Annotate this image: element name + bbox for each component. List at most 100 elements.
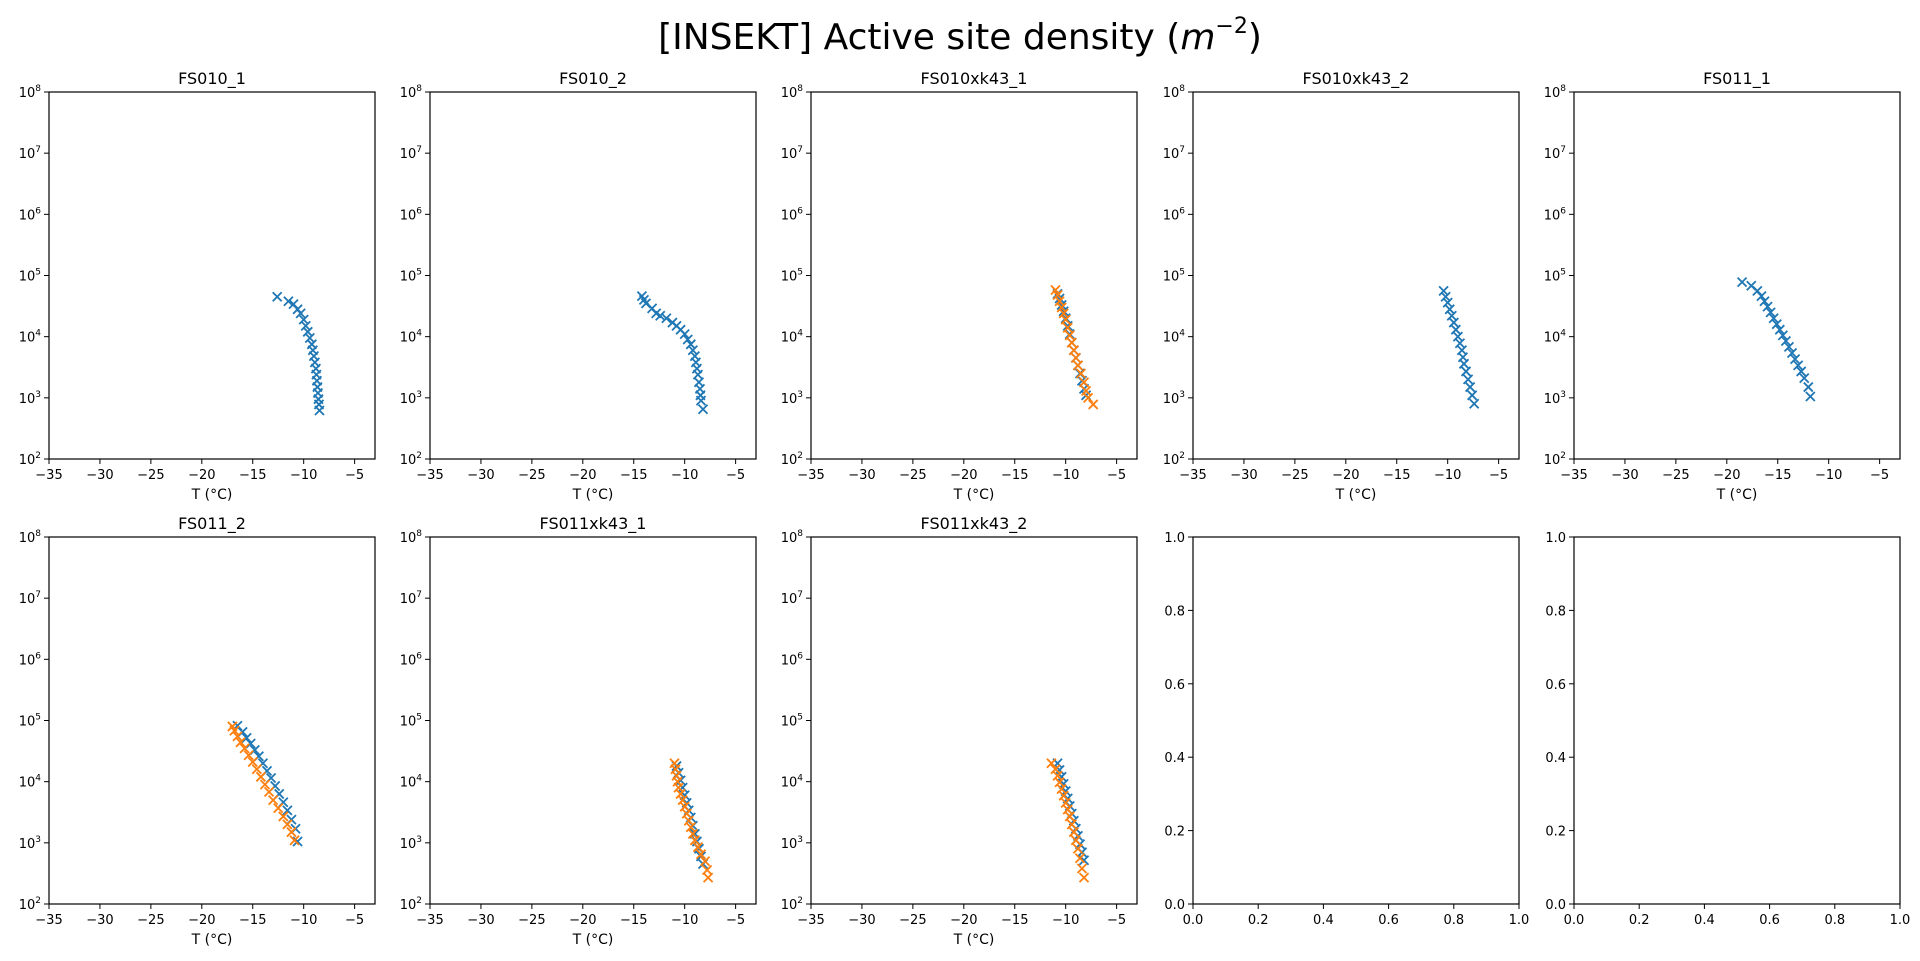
y-tick-label: 103 <box>19 835 41 852</box>
y-tick-label: 103 <box>781 390 803 407</box>
data-point <box>1062 320 1073 332</box>
x-tick-label: −35 <box>797 913 824 928</box>
y-tick-label: 108 <box>1163 84 1186 101</box>
y-tick-exponent: 3 <box>35 835 41 845</box>
data-point <box>1458 358 1470 369</box>
data-point <box>1803 381 1814 393</box>
data-point <box>1469 398 1480 409</box>
x-tick-label: −10 <box>1815 468 1842 483</box>
y-tick-exponent: 5 <box>797 268 803 278</box>
figure-title-suffix: ) <box>1247 17 1262 58</box>
y-tick-exponent: 7 <box>1560 145 1566 155</box>
data-point <box>304 332 315 344</box>
y-tick-exponent: 8 <box>797 529 803 539</box>
data-point <box>673 782 684 793</box>
data-point <box>232 731 243 742</box>
y-tick-exponent: 8 <box>797 84 803 94</box>
x-tick-label: 0.0 <box>1183 913 1204 928</box>
y-tick-label: 108 <box>1544 84 1567 101</box>
data-point <box>1442 297 1453 308</box>
data-point <box>1762 301 1773 312</box>
data-point <box>1070 835 1082 846</box>
data-point <box>247 756 258 768</box>
data-point <box>295 308 306 319</box>
y-tick-exponent: 8 <box>1179 84 1185 94</box>
y-tick-label: 107 <box>781 590 803 607</box>
x-tick-label: −10 <box>290 913 317 928</box>
data-point <box>1438 285 1449 297</box>
y-tick-exponent: 5 <box>797 713 803 723</box>
x-axis-label: T (°C) <box>1335 487 1377 503</box>
x-tick-label: 0.2 <box>1629 913 1650 928</box>
data-point <box>1062 804 1073 815</box>
data-point <box>1786 347 1798 359</box>
y-tick-label: 1.0 <box>1164 531 1185 546</box>
y-tick-label: 105 <box>1163 268 1185 285</box>
y-tick-label: 108 <box>19 84 42 101</box>
y-tick-exponent: 4 <box>797 329 803 339</box>
y-tick-exponent: 3 <box>35 390 41 400</box>
subplot-title: FS011_2 <box>178 514 246 534</box>
x-tick-label: −20 <box>569 913 596 928</box>
y-tick-exponent: 2 <box>797 451 803 461</box>
x-tick-label: 0.6 <box>1378 913 1399 928</box>
y-tick-exponent: 2 <box>1179 451 1185 461</box>
data-point <box>1060 314 1071 325</box>
y-tick-label: 0.8 <box>1164 604 1185 619</box>
x-tick-label: 0.2 <box>1248 913 1269 928</box>
x-tick-label: −20 <box>188 913 215 928</box>
data-point <box>1774 324 1785 335</box>
y-tick-label: 103 <box>1544 390 1566 407</box>
data-point <box>1064 330 1075 341</box>
y-tick-label: 108 <box>781 84 804 101</box>
y-tick-label: 104 <box>1163 329 1186 346</box>
y-tick-label: 107 <box>19 590 41 607</box>
y-tick-exponent: 5 <box>1560 268 1566 278</box>
y-tick-exponent: 2 <box>416 896 422 906</box>
y-tick-label: 104 <box>19 774 42 791</box>
x-tick-label: −30 <box>86 913 113 928</box>
data-point <box>1078 377 1090 388</box>
y-tick-exponent: 8 <box>416 529 422 539</box>
y-tick-label: 102 <box>400 896 422 913</box>
data-point <box>1072 843 1084 854</box>
y-tick-exponent: 6 <box>797 651 803 661</box>
x-tick-label: −15 <box>620 468 647 483</box>
subplot-title: FS010_2 <box>559 69 627 89</box>
y-tick-label: 0.8 <box>1545 604 1566 619</box>
data-point <box>1054 296 1065 307</box>
subplot: FS010xk43_1 −35 −30 −25 −20 −15 −10 −5 102 103 104… <box>781 69 1138 503</box>
data-point <box>687 828 698 840</box>
y-tick-exponent: 7 <box>797 145 803 155</box>
y-tick-exponent: 4 <box>797 774 803 784</box>
data-point <box>1056 783 1067 795</box>
x-tick-label: −20 <box>950 913 977 928</box>
data-point <box>1783 341 1795 353</box>
x-tick-label: −5 <box>726 468 745 483</box>
y-tick-label: 107 <box>1544 145 1566 162</box>
y-tick-exponent: 6 <box>1179 206 1185 216</box>
y-tick-label: 0.6 <box>1164 678 1185 693</box>
x-axis-label: T (°C) <box>572 932 614 948</box>
x-tick-label: −35 <box>35 913 62 928</box>
y-tick-label: 103 <box>19 390 41 407</box>
data-point <box>1054 777 1065 788</box>
data-point <box>677 794 688 806</box>
y-tick-label: 104 <box>400 329 423 346</box>
y-tick-exponent: 2 <box>797 896 803 906</box>
data-point <box>1440 291 1451 302</box>
x-tick-label: −10 <box>1434 468 1461 483</box>
y-tick-label: 106 <box>19 651 42 668</box>
data-point <box>1076 863 1088 874</box>
y-tick-label: 105 <box>1544 268 1566 285</box>
y-tick-exponent: 2 <box>416 451 422 461</box>
data-point <box>1058 308 1069 319</box>
data-point <box>1789 353 1801 365</box>
data-point <box>263 786 275 798</box>
data-point <box>689 835 701 846</box>
x-tick-label: −15 <box>1383 468 1410 483</box>
x-tick-label: −10 <box>671 468 698 483</box>
data-point <box>1454 338 1466 349</box>
y-tick-label: 102 <box>19 451 41 468</box>
